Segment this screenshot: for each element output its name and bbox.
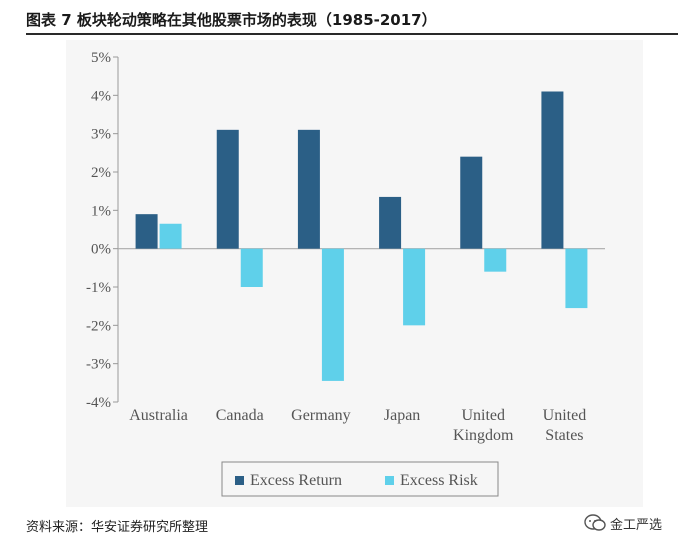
x-tick-label-line: Germany: [291, 407, 351, 424]
chart-labels: Australia Canada Germany Japan United Kingdom…: [129, 407, 586, 444]
bar-excess-risk-canada: [240, 248, 263, 287]
legend-swatch: [235, 476, 244, 485]
y-tick-label: -3%: [86, 357, 111, 373]
x-tick-label: Japan: [384, 407, 420, 424]
legend-label: Excess Risk: [400, 472, 478, 489]
wechat-logo: 金工严选: [584, 512, 684, 534]
y-tick-label: 0%: [91, 242, 111, 258]
bar-excess-risk-united-states: [565, 248, 588, 309]
title-divider: [26, 33, 678, 35]
y-tick-label: 1%: [91, 203, 111, 219]
y-tick-label: -1%: [86, 280, 111, 296]
bar-excess-return-canada: [216, 129, 239, 249]
y-tick-label: 3%: [91, 127, 111, 143]
legend-label: Excess Return: [250, 472, 342, 489]
bar-excess-return-united-kingdom: [460, 156, 483, 249]
wechat-icon: [584, 514, 606, 531]
bar-excess-return-germany: [297, 129, 320, 249]
x-tick-label: Australia: [129, 407, 188, 424]
chart-bars: [135, 91, 588, 381]
x-tick-label-line: Kingdom: [453, 427, 514, 444]
chart-axes: 5% 4% 3% 2% 1% 0% -1% -2% -3% -4%: [86, 50, 605, 411]
bar-excess-return-united-states: [541, 91, 564, 249]
bar-excess-risk-australia: [159, 223, 182, 249]
legend-swatch: [385, 476, 394, 485]
bar-excess-risk-united-kingdom: [484, 248, 507, 272]
chart-legend: Excess Return Excess Risk: [221, 461, 499, 497]
x-tick-label-line: United: [461, 407, 505, 424]
x-tick-label-line: Australia: [129, 407, 188, 424]
page-title: 图表 7 板块轮动策略在其他股票市场的表现（1985-2017）: [26, 11, 437, 29]
x-tick-label-line: Japan: [384, 407, 420, 424]
y-tick-label: 5%: [91, 50, 111, 66]
source-note: 资料来源：华安证券研究所整理: [26, 520, 209, 535]
x-tick-label-line: States: [545, 427, 583, 444]
bar-excess-risk-germany: [321, 248, 344, 381]
y-tick-label: 2%: [91, 165, 111, 181]
x-tick-label: United States: [543, 407, 587, 444]
x-tick-label: Canada: [216, 407, 264, 424]
x-tick-label: United Kingdom: [453, 407, 514, 444]
x-tick-label-line: United: [543, 407, 587, 424]
y-tick-label: -2%: [86, 318, 111, 334]
legend-box: [221, 461, 499, 497]
y-tick-label: -4%: [86, 395, 111, 411]
logo-text: 金工严选: [610, 517, 663, 533]
x-tick-label-line: Canada: [216, 407, 264, 424]
bar-excess-return-australia: [135, 214, 158, 249]
bar-excess-risk-japan: [403, 248, 426, 326]
y-tick-label: 4%: [91, 88, 111, 104]
x-tick-label: Germany: [291, 407, 351, 424]
bar-excess-return-japan: [379, 196, 402, 249]
